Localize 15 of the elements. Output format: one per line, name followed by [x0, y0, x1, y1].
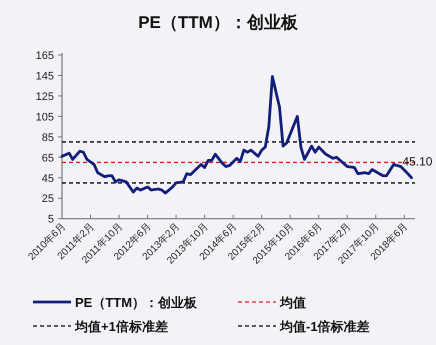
y-tick-label: 45 [42, 172, 54, 185]
y-tick-label: 105 [36, 111, 54, 124]
legend-label: 均值 [279, 295, 306, 310]
y-tick-label: 25 [42, 193, 54, 206]
y-tick-label: 125 [36, 90, 54, 103]
legend-label: 均值+1倍标准差 [74, 319, 168, 334]
legend-label: 均值-1倍标准差 [279, 319, 370, 334]
y-tick-label: 145 [36, 70, 54, 82]
y-tick-label: 85 [42, 132, 54, 144]
y-tick-label: 5 [48, 214, 54, 226]
chart-title: PE（TTM）：创业板 [138, 13, 299, 32]
annotation: 45.10 [402, 154, 433, 169]
y-tick-label: 165 [36, 50, 54, 62]
legend-label: PE（TTM）：创业板 [75, 295, 198, 310]
y-tick-label: 65 [42, 152, 54, 164]
